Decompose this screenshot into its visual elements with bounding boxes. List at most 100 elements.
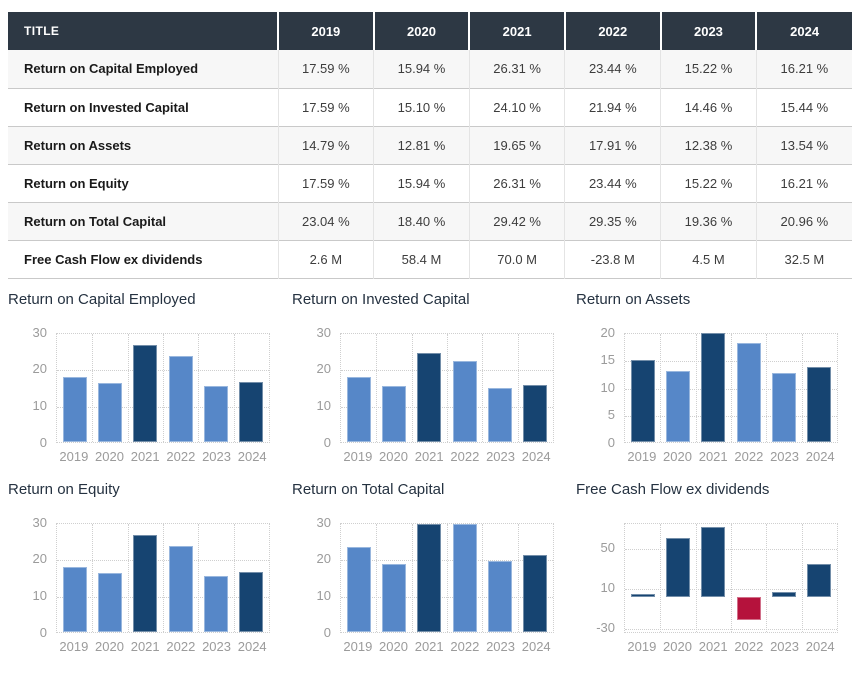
bar-2024 bbox=[523, 384, 548, 442]
bar-2023 bbox=[204, 575, 228, 632]
bar-2019 bbox=[346, 377, 371, 442]
y-axis-tick-label: 20 bbox=[32, 551, 47, 567]
cell-value: 17.59 % bbox=[277, 50, 374, 88]
table-body: Return on Capital Employed 17.59 % 15.94 %… bbox=[8, 50, 852, 278]
cell-value: 20.96 % bbox=[755, 202, 852, 240]
bar-2024 bbox=[523, 554, 548, 632]
gridline bbox=[198, 333, 200, 442]
y-axis-tick-label: 5 bbox=[607, 407, 615, 422]
gridline bbox=[92, 333, 94, 442]
y-axis-tick-label: 0 bbox=[323, 434, 331, 450]
cell-value: 70.0 M bbox=[468, 240, 565, 278]
chart-title: Return on Invested Capital bbox=[292, 290, 470, 308]
financial-ratios-table: TITLE 2019 2020 2021 2022 2023 2024 Return on … bbox=[8, 12, 852, 279]
y-axis-tick-label: 10 bbox=[32, 587, 47, 603]
x-axis-tick-label: 2019 bbox=[627, 448, 657, 464]
x-axis-tick-label: 2022 bbox=[734, 638, 764, 654]
y-axis-tick-label: 10 bbox=[32, 397, 47, 413]
plot-area: 30 20 10 0 bbox=[33, 325, 270, 450]
y-axis-tick-label: 15 bbox=[600, 352, 615, 367]
x-axis-tick-label: 2020 bbox=[663, 448, 692, 464]
gridline bbox=[731, 333, 732, 442]
x-axis-tick-label: 2020 bbox=[95, 448, 124, 464]
table-header-title: TITLE bbox=[8, 12, 278, 50]
cell-value: 2.6 M bbox=[277, 240, 374, 278]
bar-2020 bbox=[98, 383, 122, 442]
x-axis-tick-label: 2023 bbox=[770, 448, 799, 464]
gridline bbox=[517, 333, 519, 442]
y-axis-tick-label: 10 bbox=[600, 579, 615, 595]
cell-value: 15.22 % bbox=[660, 50, 757, 88]
cell-value: 18.40 % bbox=[373, 202, 470, 240]
plot-frame bbox=[624, 332, 838, 443]
gridline bbox=[163, 523, 164, 632]
bar-2023 bbox=[204, 385, 228, 442]
gridline bbox=[447, 523, 448, 632]
bar-2022 bbox=[452, 361, 477, 442]
plot-frame bbox=[340, 332, 554, 443]
bar-2019 bbox=[62, 567, 87, 632]
bar-2020 bbox=[382, 386, 406, 442]
table-header-year-2019: 2019 bbox=[277, 12, 374, 50]
table-header-year-2021: 2021 bbox=[468, 12, 565, 50]
table-row-return-on-invested-capital: Return on Invested Capital 17.59 % 15.10 %… bbox=[8, 88, 852, 126]
row-label: Return on Assets bbox=[24, 137, 132, 153]
x-axis-tick-label: 2019 bbox=[343, 638, 373, 654]
plot-frame bbox=[56, 522, 270, 633]
x-axis-tick-label: 2024 bbox=[237, 638, 267, 654]
gridline bbox=[660, 523, 662, 632]
x-axis-tick-label: 2021 bbox=[414, 448, 444, 464]
x-axis-labels: 2019 2020 2021 2022 2023 2024 bbox=[340, 449, 554, 464]
cell-value: 17.91 % bbox=[564, 126, 661, 164]
x-axis-tick-label: 2021 bbox=[414, 638, 444, 654]
bar-2019 bbox=[630, 593, 655, 597]
gridline bbox=[127, 333, 129, 442]
x-axis-tick-label: 2023 bbox=[770, 638, 799, 654]
chart-return-on-invested-capital: Return on Invested Capital 30 20 10 0 2019 202… bbox=[284, 291, 568, 464]
cell-value: 32.5 M bbox=[755, 240, 852, 278]
gridline bbox=[92, 523, 94, 632]
x-axis-tick-label: 2019 bbox=[627, 638, 657, 654]
bar-2022 bbox=[736, 343, 761, 442]
cell-value: 23.04 % bbox=[277, 202, 374, 240]
x-axis-tick-label: 2021 bbox=[130, 448, 160, 464]
table-header-row: TITLE 2019 2020 2021 2022 2023 2024 bbox=[8, 12, 852, 50]
bar-2021 bbox=[133, 345, 158, 442]
x-axis-tick-label: 2019 bbox=[343, 448, 373, 464]
cell-value: 23.44 % bbox=[564, 50, 661, 88]
cell-value: 17.59 % bbox=[277, 88, 374, 126]
plot-area: 50 10 -30 bbox=[596, 522, 838, 635]
table-header-year-2024: 2024 bbox=[755, 12, 852, 50]
financial-ratios-dashboard: TITLE 2019 2020 2021 2022 2023 2024 Return on … bbox=[0, 12, 852, 681]
cell-value: 16.21 % bbox=[755, 164, 852, 202]
gridline bbox=[482, 333, 484, 442]
x-axis-labels: 2019 2020 2021 2022 2023 2024 bbox=[624, 449, 838, 464]
cell-value: 58.4 M bbox=[373, 240, 470, 278]
cell-value: 19.36 % bbox=[660, 202, 757, 240]
cell-value: 15.10 % bbox=[373, 88, 470, 126]
gridline bbox=[695, 523, 697, 632]
x-axis-labels: 2019 2020 2021 2022 2023 2024 bbox=[624, 639, 838, 654]
x-axis-tick-label: 2024 bbox=[805, 448, 835, 464]
row-label: Return on Equity bbox=[24, 175, 129, 191]
gridline bbox=[660, 333, 662, 442]
x-axis-tick-label: 2021 bbox=[698, 638, 728, 654]
bar-2021 bbox=[701, 333, 726, 442]
bar-2023 bbox=[772, 373, 796, 442]
x-axis-tick-label: 2023 bbox=[202, 638, 231, 654]
table-row-return-on-capital-employed: Return on Capital Employed 17.59 % 15.94 %… bbox=[8, 50, 852, 88]
gridline bbox=[731, 523, 732, 632]
bar-2019 bbox=[630, 360, 655, 442]
bar-2021 bbox=[133, 535, 158, 632]
bar-2020 bbox=[98, 573, 122, 632]
x-axis-tick-label: 2022 bbox=[450, 638, 480, 654]
cell-value: 4.5 M bbox=[660, 240, 757, 278]
cell-value: 23.44 % bbox=[564, 164, 661, 202]
gridline bbox=[482, 523, 484, 632]
x-axis-labels: 2019 2020 2021 2022 2023 2024 bbox=[340, 639, 554, 654]
bar-2022 bbox=[452, 523, 477, 632]
bar-2021 bbox=[701, 526, 726, 597]
bar-2023 bbox=[488, 388, 512, 442]
y-axis-tick-label: 30 bbox=[32, 514, 47, 530]
chart-return-on-capital-employed: Return on Capital Employed 30 20 10 0 2019 202… bbox=[0, 291, 284, 464]
